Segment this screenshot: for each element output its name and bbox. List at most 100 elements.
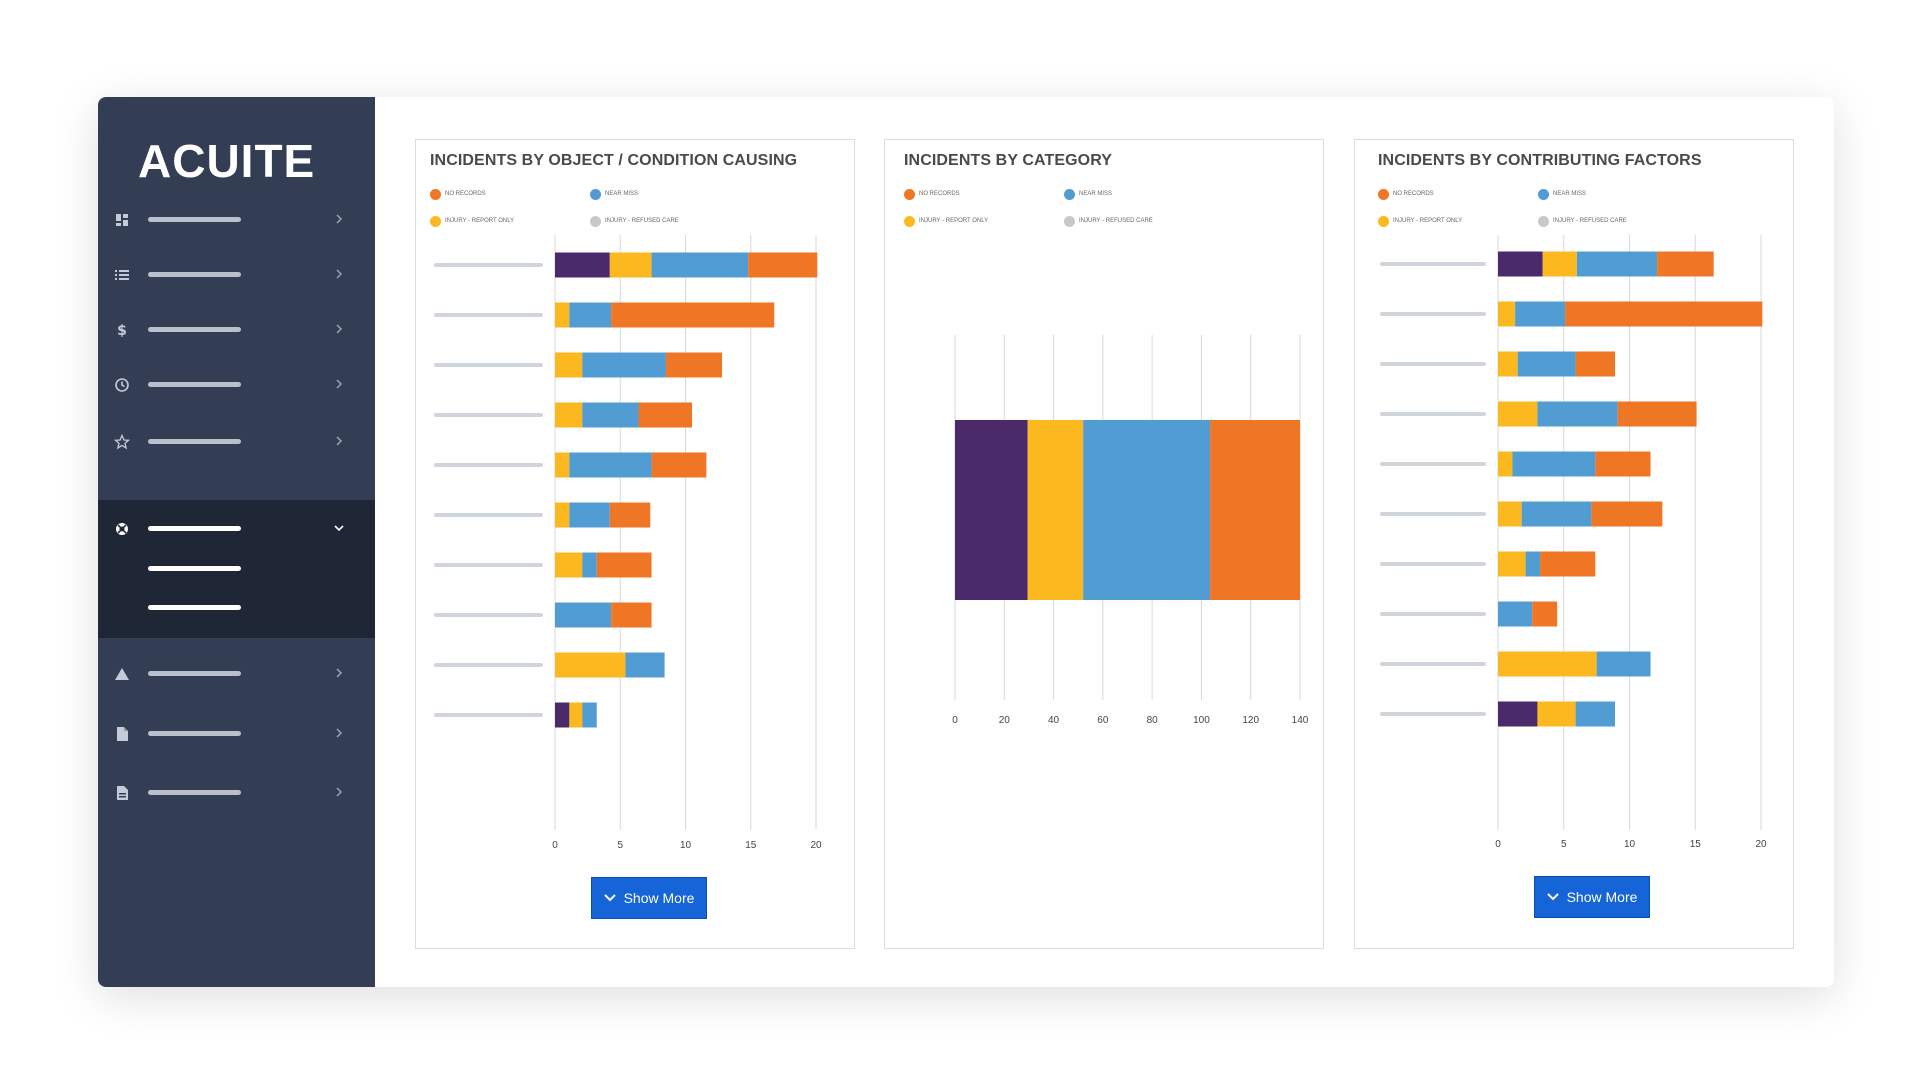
sidebar-subitem-1[interactable] <box>148 566 241 571</box>
legend-label: INJURY - REFUSED CARE <box>1553 218 1627 224</box>
bar-segment <box>555 502 570 528</box>
bar-segment <box>569 302 612 328</box>
chevron-down-icon <box>1546 893 1559 901</box>
sidebar-item-list[interactable] <box>98 254 375 294</box>
app-window: ACUITE $ <box>98 97 1834 987</box>
chart-panel-category: 0 20 40 60 80 100 120 140 INCIDENTS BY CATEGORY… <box>884 139 1324 949</box>
bar-segment <box>1498 701 1538 727</box>
legend-label: NEAR MISS <box>1553 191 1587 197</box>
bar-segment <box>1575 351 1616 377</box>
legend-dot <box>1538 216 1549 227</box>
bar-segment <box>569 702 583 728</box>
chevron-right-icon <box>336 269 343 279</box>
legend-dot <box>1538 189 1549 200</box>
sidebar-item-documents[interactable] <box>98 772 375 812</box>
legend-dot <box>590 216 601 227</box>
sidebar-subitem-2[interactable] <box>148 605 241 610</box>
bar-segment <box>609 502 651 528</box>
bar-segment <box>569 452 652 478</box>
chevron-right-icon <box>336 324 343 334</box>
legend-dot <box>904 216 915 227</box>
bar-segment <box>1498 301 1516 327</box>
bar-segment <box>582 352 666 378</box>
sidebar-item-files[interactable] <box>98 713 375 753</box>
legend-dot <box>1064 216 1075 227</box>
legend-dot <box>1378 216 1389 227</box>
x-tick-label: 0 <box>952 715 958 726</box>
bar-segment <box>1498 601 1533 627</box>
show-more-label: Show More <box>623 890 695 906</box>
sidebar-item-label-placeholder <box>148 731 241 736</box>
bar-segment <box>1498 501 1522 527</box>
x-tick-label: 20 <box>999 715 1011 726</box>
bar-segment <box>596 552 652 578</box>
sidebar-item-finance[interactable]: $ <box>98 309 375 349</box>
bar-segment <box>1532 601 1558 627</box>
list-icon <box>115 270 129 280</box>
sidebar-item-label-placeholder <box>148 327 241 332</box>
legend-label: INJURY - REPORT ONLY <box>1393 218 1463 224</box>
legend-label: NEAR MISS <box>1079 191 1113 197</box>
legend-dot <box>904 189 915 200</box>
sidebar-item-alerts[interactable] <box>98 653 375 693</box>
bar-segment <box>1576 251 1658 277</box>
bar-segment <box>1498 351 1518 377</box>
sidebar-item-label-placeholder <box>148 439 241 444</box>
sidebar-item-label-placeholder <box>148 382 241 387</box>
show-more-button[interactable]: Show More <box>591 877 707 919</box>
x-tick-label: 15 <box>745 840 757 851</box>
chevron-right-icon <box>336 379 343 389</box>
bar-segment <box>625 652 665 678</box>
bar-segment <box>1542 251 1577 277</box>
panel-title: INCIDENTS BY CONTRIBUTING FACTORS <box>1378 152 1702 169</box>
x-tick-label: 0 <box>1495 839 1501 850</box>
x-tick-label: 80 <box>1147 715 1159 726</box>
bar-segment <box>1617 401 1697 427</box>
sidebar-item-dashboard[interactable] <box>98 199 375 239</box>
bar-segment <box>1515 301 1566 327</box>
chevron-right-icon <box>336 668 343 678</box>
bar-segment <box>555 552 583 578</box>
panel-title: INCIDENTS BY OBJECT / CONDITION CAUSING <box>430 152 798 169</box>
x-tick-label: 5 <box>617 840 623 851</box>
sidebar: ACUITE $ <box>98 97 375 987</box>
bar-segment <box>1657 251 1714 277</box>
bar-segment <box>582 702 597 728</box>
dashboard-icon <box>116 214 128 226</box>
legend-label: NO RECORDS <box>919 191 960 197</box>
legend-dot <box>1378 189 1389 200</box>
bar-segment <box>555 452 570 478</box>
bar-segment <box>555 402 583 428</box>
bar-segment <box>555 302 570 328</box>
chevron-right-icon <box>336 214 343 224</box>
x-tick-label: 60 <box>1097 715 1109 726</box>
x-tick-label: 15 <box>1690 839 1702 850</box>
sidebar-item-safety[interactable] <box>98 508 375 548</box>
chart-panel-contributing-factors: 0 5 10 15 20 INCIDENTS BY CONTRIBUTING FACTO… <box>1354 139 1794 949</box>
sidebar-expanded-group <box>98 500 375 638</box>
bar-segment <box>609 252 652 278</box>
bar-segment <box>1210 420 1300 600</box>
show-more-button[interactable]: Show More <box>1534 876 1650 918</box>
legend-label: NO RECORDS <box>445 191 486 197</box>
sidebar-item-label-placeholder <box>148 217 241 222</box>
legend-label: INJURY - REPORT ONLY <box>445 218 515 224</box>
legend-label: NO RECORDS <box>1393 191 1434 197</box>
bar-segment <box>1498 251 1543 277</box>
bar-segment <box>1498 651 1597 677</box>
legend-label: NEAR MISS <box>605 191 639 197</box>
sidebar-item-history[interactable] <box>98 364 375 404</box>
bar-segment <box>1537 401 1618 427</box>
bar-segment <box>1575 701 1616 727</box>
legend-label: INJURY - REPORT ONLY <box>919 218 989 224</box>
bar-segment <box>611 602 652 628</box>
bar-segment <box>651 452 707 478</box>
bar-segment <box>1083 420 1211 600</box>
chevron-right-icon <box>336 436 343 446</box>
bar-segment <box>1595 451 1651 477</box>
legend-label: INJURY - REFUSED CARE <box>1079 218 1153 224</box>
x-tick-label: 140 <box>1292 715 1309 726</box>
bar-segment <box>665 352 723 378</box>
bar-segment <box>1537 701 1576 727</box>
sidebar-item-favorites[interactable] <box>98 421 375 461</box>
